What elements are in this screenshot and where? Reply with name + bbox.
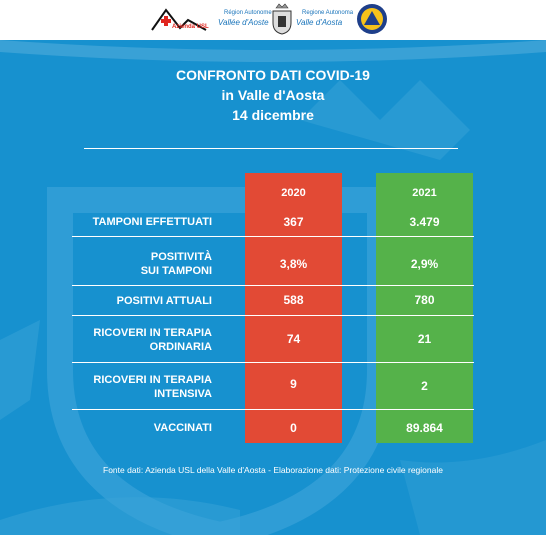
value-2020-ricoveri-intensiva: 9 <box>290 377 297 391</box>
row-label-ricoveri-ordinaria: RICOVERI IN TERAPIA ORDINARIA <box>93 327 212 353</box>
protezione-civile-icon <box>356 3 388 35</box>
row-label-tamponi: TAMPONI EFFETTUATI <box>92 216 212 228</box>
header-2020: 2020 <box>281 187 306 199</box>
value-2020-positivita: 3,8% <box>279 257 308 271</box>
coat-of-arms-icon <box>271 3 293 35</box>
value-2020-positivi-attuali: 588 <box>283 293 304 307</box>
row-label-ricoveri-intensiva: RICOVERI IN TERAPIA INTENSIVA <box>93 374 212 400</box>
value-2020-tamponi: 367 <box>283 215 304 229</box>
row-label-positivi-attuali: POSITIVI ATTUALI <box>116 295 212 307</box>
value-2021-ricoveri-intensiva: 2 <box>421 379 428 393</box>
azienda-usl-text: Azienda USL <box>172 24 209 30</box>
region-it-big: Valle d'Aosta <box>296 18 343 27</box>
value-2021-tamponi: 3.479 <box>409 215 440 229</box>
value-2021-vaccinati: 89.864 <box>406 421 443 435</box>
region-fr-big: Vallée d'Aoste <box>218 18 269 27</box>
background-emblem-icon <box>0 40 546 535</box>
region-logo-it: Regione Autonoma Valle d'Aosta <box>296 8 353 34</box>
title-line3: 14 dicembre <box>232 107 314 123</box>
row-separator <box>72 409 474 410</box>
value-2021-positivita: 2,9% <box>410 257 439 271</box>
row-separator <box>72 285 474 286</box>
title-line2: in Valle d'Aosta <box>221 87 325 103</box>
row-label-positivita: POSITIVITÀ SUI TAMPONI <box>140 251 212 277</box>
row-separator <box>72 236 474 237</box>
title-divider <box>84 148 458 149</box>
column-2020 <box>245 173 342 443</box>
region-fr-small: Région Autonome <box>224 10 272 16</box>
header-logos: Azienda USL Région Autonome Vallée d'Aos… <box>0 0 546 40</box>
value-2020-ricoveri-ordinaria: 74 <box>286 332 301 346</box>
column-2021 <box>376 173 473 443</box>
region-it-small: Regione Autonoma <box>302 10 354 16</box>
row-separator <box>72 315 474 316</box>
value-2021-positivi-attuali: 780 <box>414 293 435 307</box>
row-separator <box>72 362 474 363</box>
region-logo-fr: Région Autonome Vallée d'Aoste <box>218 8 272 34</box>
title-line1: CONFRONTO DATI COVID-19 <box>176 67 370 83</box>
source-footer: Fonte dati: Azienda USL della Valle d'Ao… <box>103 465 443 475</box>
azienda-usl-logo: Azienda USL <box>150 4 210 36</box>
value-2020-vaccinati: 0 <box>290 421 297 435</box>
row-label-vaccinati: VACCINATI <box>153 422 212 434</box>
value-2021-ricoveri-ordinaria: 21 <box>417 332 432 346</box>
header-2021: 2021 <box>412 187 437 199</box>
